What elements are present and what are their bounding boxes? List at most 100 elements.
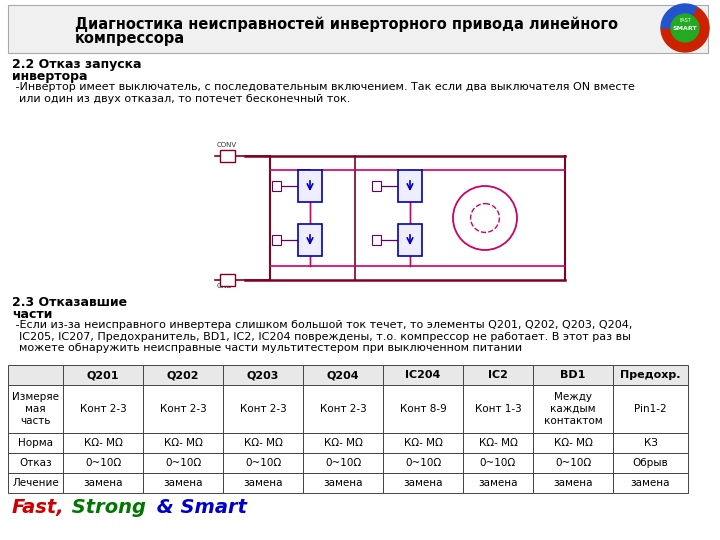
Bar [303, 385, 383, 433]
Bar [8, 453, 63, 473]
Bar [143, 365, 223, 385]
Text: замена: замена [323, 478, 363, 488]
Bar [303, 365, 383, 385]
Bar [223, 365, 303, 385]
Bar [8, 385, 63, 433]
Text: Strong: Strong [65, 498, 146, 517]
Text: SMART: SMART [672, 25, 697, 30]
Text: Конт 2-3: Конт 2-3 [320, 404, 366, 414]
Bar [8, 365, 63, 385]
Text: 0~10Ω: 0~10Ω [555, 458, 591, 468]
Bar [223, 473, 303, 493]
Bar [613, 365, 688, 385]
Text: BD1: BD1 [560, 370, 585, 380]
Bar [8, 5, 708, 53]
Text: Конт 2-3: Конт 2-3 [160, 404, 207, 414]
Bar [383, 453, 463, 473]
Text: -Инвертор имеет выключатель, с последовательным включением. Так если два выключа: -Инвертор имеет выключатель, с последова… [12, 82, 635, 104]
Text: FAST: FAST [679, 18, 691, 24]
Text: 0~10Ω: 0~10Ω [480, 458, 516, 468]
Circle shape [671, 14, 699, 42]
Text: Pin1-2: Pin1-2 [634, 404, 667, 414]
Wedge shape [661, 4, 697, 28]
Bar [533, 365, 613, 385]
Bar [372, 181, 381, 191]
Bar [272, 181, 281, 191]
Text: Диагностика неисправностей инверторного привода линейного: Диагностика неисправностей инверторного … [75, 16, 618, 31]
Text: 0~10Ω: 0~10Ω [245, 458, 281, 468]
Bar [533, 473, 613, 493]
Bar [463, 473, 533, 493]
Text: КΩ- МΩ: КΩ- МΩ [84, 438, 122, 448]
Bar [303, 473, 383, 493]
Bar [63, 433, 143, 453]
Text: 0~10Ω: 0~10Ω [85, 458, 121, 468]
Bar [223, 433, 303, 453]
Text: 0~10Ω: 0~10Ω [325, 458, 361, 468]
Bar [613, 433, 688, 453]
Text: КΩ- МΩ: КΩ- МΩ [163, 438, 202, 448]
Text: КΩ- МΩ: КΩ- МΩ [243, 438, 282, 448]
Text: IC204: IC204 [405, 370, 441, 380]
Text: Конт 2-3: Конт 2-3 [80, 404, 127, 414]
Bar [463, 365, 533, 385]
Text: Между
каждым
контактом: Между каждым контактом [544, 393, 603, 426]
Text: замена: замена [84, 478, 122, 488]
Bar [8, 433, 63, 453]
Bar [383, 433, 463, 453]
Text: Предохр.: Предохр. [620, 370, 680, 380]
Text: Q201: Q201 [86, 370, 120, 380]
Text: Конт 8-9: Конт 8-9 [400, 404, 446, 414]
Text: Норма: Норма [18, 438, 53, 448]
Bar [143, 453, 223, 473]
Text: CONV: CONV [217, 142, 237, 148]
Text: 0~10Ω: 0~10Ω [165, 458, 201, 468]
Wedge shape [661, 7, 709, 52]
Bar [298, 224, 322, 256]
Bar [533, 385, 613, 433]
Text: Измеряе
мая
часть: Измеряе мая часть [12, 393, 59, 426]
Text: КЗ: КЗ [644, 438, 657, 448]
Bar [223, 385, 303, 433]
Bar [613, 385, 688, 433]
Bar [383, 365, 463, 385]
Bar [533, 453, 613, 473]
Text: замена: замена [631, 478, 670, 488]
Bar [63, 473, 143, 493]
Text: КΩ- МΩ: КΩ- МΩ [404, 438, 442, 448]
Bar [372, 235, 381, 245]
Text: -Если из-за неисправного инвертера слишком большой ток течет, то элементы Q201, : -Если из-за неисправного инвертера слишк… [12, 320, 632, 353]
Text: замена: замена [163, 478, 203, 488]
Bar [8, 473, 63, 493]
Text: 0~10Ω: 0~10Ω [405, 458, 441, 468]
Text: КΩ- МΩ: КΩ- МΩ [554, 438, 593, 448]
Text: IC2: IC2 [488, 370, 508, 380]
Bar [63, 385, 143, 433]
Bar [398, 170, 422, 202]
Text: Q204: Q204 [327, 370, 359, 380]
Text: КΩ- МΩ: КΩ- МΩ [323, 438, 362, 448]
Bar [383, 385, 463, 433]
Text: Отказ: Отказ [19, 458, 52, 468]
Text: Конт 1-3: Конт 1-3 [474, 404, 521, 414]
Bar [63, 365, 143, 385]
Bar [223, 453, 303, 473]
Text: GND: GND [217, 283, 233, 289]
Text: части: части [12, 308, 53, 321]
Text: замена: замена [403, 478, 443, 488]
Text: Q202: Q202 [167, 370, 199, 380]
Text: Конт 2-3: Конт 2-3 [240, 404, 287, 414]
Text: & Smart: & Smart [150, 498, 247, 517]
Bar [303, 453, 383, 473]
Bar [143, 385, 223, 433]
Bar [272, 235, 281, 245]
Bar [143, 473, 223, 493]
Text: компрессора: компрессора [75, 31, 185, 46]
Bar [533, 433, 613, 453]
Bar [143, 433, 223, 453]
Text: Обрыв: Обрыв [633, 458, 668, 468]
Bar [298, 170, 322, 202]
Text: инвертора: инвертора [12, 70, 88, 83]
Bar [463, 433, 533, 453]
Text: 2.3 Отказавшие: 2.3 Отказавшие [12, 296, 127, 309]
